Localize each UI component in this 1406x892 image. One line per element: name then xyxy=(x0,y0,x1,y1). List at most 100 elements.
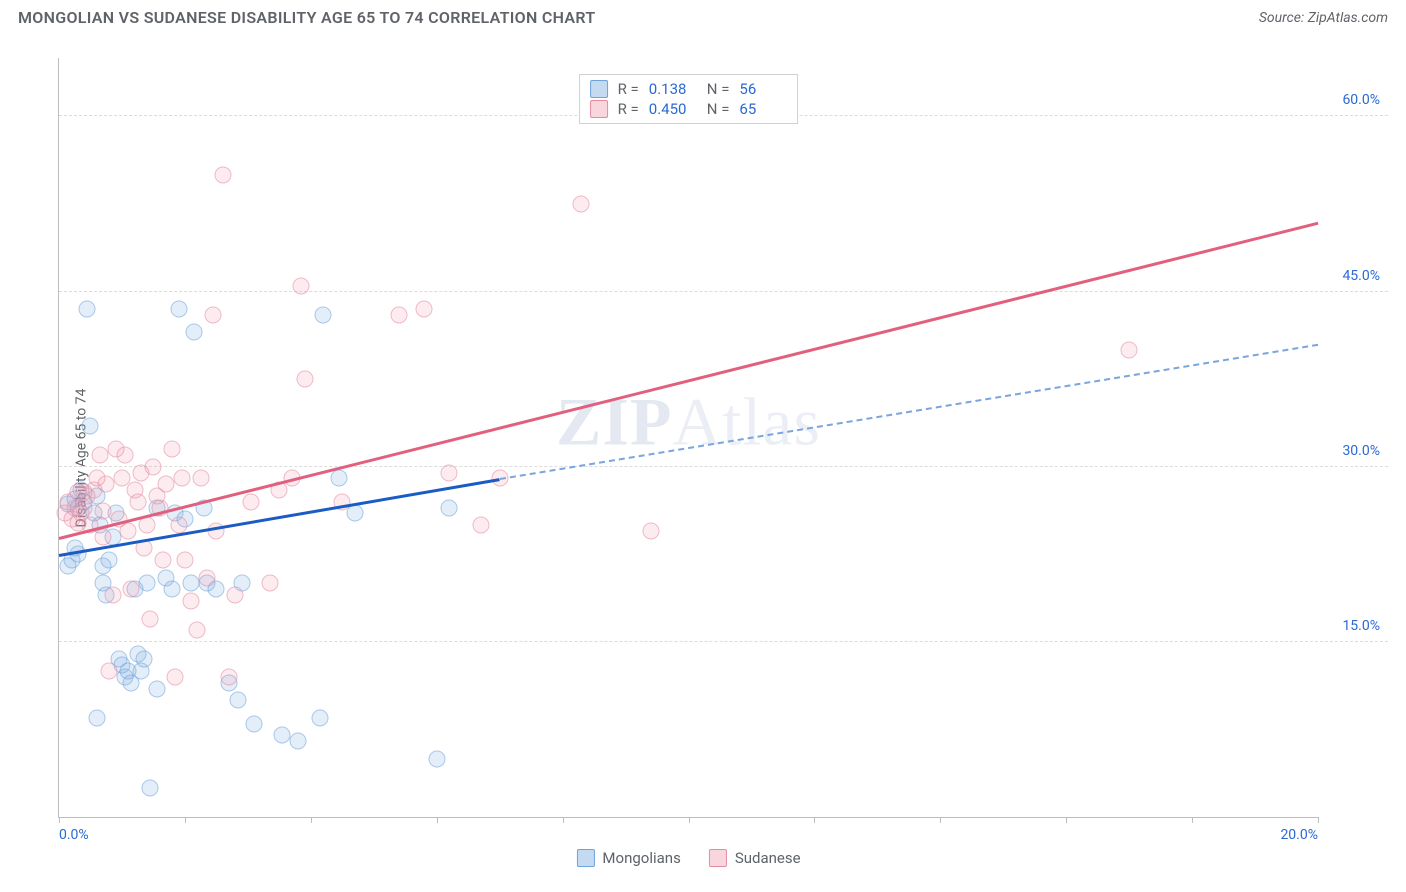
y-tick-label: 15.0% xyxy=(1342,618,1380,634)
n-label: N = xyxy=(707,100,730,118)
data-point xyxy=(148,680,165,697)
data-point xyxy=(117,447,134,464)
legend-item: Mongolians xyxy=(576,849,680,867)
data-point xyxy=(246,715,263,732)
data-point xyxy=(642,522,659,539)
chart-title: MONGOLIAN VS SUDANESE DISABILITY AGE 65 … xyxy=(18,8,595,27)
data-point xyxy=(242,493,259,510)
data-point xyxy=(472,517,489,534)
data-point xyxy=(192,470,209,487)
n-value: 65 xyxy=(739,100,787,118)
data-point xyxy=(69,514,86,531)
data-point xyxy=(95,528,112,545)
legend-swatch xyxy=(590,80,608,98)
data-point xyxy=(79,301,96,318)
data-point xyxy=(129,493,146,510)
n-value: 56 xyxy=(739,80,787,98)
data-point xyxy=(158,476,175,493)
data-point xyxy=(205,306,222,323)
x-tick xyxy=(1318,817,1319,823)
data-point xyxy=(390,306,407,323)
data-point xyxy=(428,750,445,767)
correlation-stats-box: R = 0.138 N = 56 R = 0.450 N = 65 xyxy=(579,74,799,124)
data-point xyxy=(154,552,171,569)
x-tick xyxy=(563,817,564,823)
data-point xyxy=(142,610,159,627)
data-point xyxy=(290,733,307,750)
data-point xyxy=(145,458,162,475)
x-tick xyxy=(689,817,690,823)
data-point xyxy=(164,441,181,458)
x-tick xyxy=(940,817,941,823)
data-point xyxy=(274,727,291,744)
chart-header: MONGOLIAN VS SUDANESE DISABILITY AGE 65 … xyxy=(0,0,1406,31)
stats-row: R = 0.138 N = 56 xyxy=(590,79,788,99)
gridline xyxy=(59,291,1388,292)
data-point xyxy=(312,709,329,726)
data-point xyxy=(261,575,278,592)
x-tick xyxy=(814,817,815,823)
r-label: R = xyxy=(618,80,639,98)
data-point xyxy=(331,470,348,487)
data-point xyxy=(573,195,590,212)
data-point xyxy=(296,371,313,388)
data-point xyxy=(230,692,247,709)
data-point xyxy=(173,470,190,487)
x-tick xyxy=(185,817,186,823)
x-tick xyxy=(1066,817,1067,823)
data-point xyxy=(139,575,156,592)
data-point xyxy=(346,505,363,522)
data-point xyxy=(315,306,332,323)
x-tick xyxy=(437,817,438,823)
n-label: N = xyxy=(707,80,730,98)
legend-label: Sudanese xyxy=(735,849,801,867)
gridline xyxy=(59,641,1388,642)
trend-line xyxy=(499,344,1318,480)
data-point xyxy=(214,166,231,183)
data-point xyxy=(123,581,140,598)
chart-area: Disability Age 65 to 74 ZIPAtlas R =0.13… xyxy=(18,42,1388,874)
data-point xyxy=(82,417,99,434)
x-tick-label: 0.0% xyxy=(59,827,89,843)
data-point xyxy=(441,464,458,481)
y-tick-label: 60.0% xyxy=(1342,92,1380,108)
data-point xyxy=(416,301,433,318)
legend-swatch xyxy=(590,100,608,118)
data-point xyxy=(76,484,93,501)
data-point xyxy=(183,592,200,609)
data-point xyxy=(104,587,121,604)
data-point xyxy=(170,517,187,534)
data-point xyxy=(186,324,203,341)
series-legend: Mongolians Sudanese xyxy=(576,849,800,867)
legend-label: Mongolians xyxy=(602,849,680,867)
x-tick xyxy=(311,817,312,823)
data-point xyxy=(170,301,187,318)
scatter-plot: ZIPAtlas R =0.138N =56R =0.450N =65 Mong… xyxy=(58,58,1318,818)
data-point xyxy=(91,447,108,464)
legend-swatch xyxy=(576,849,594,867)
data-point xyxy=(198,569,215,586)
r-value: 0.450 xyxy=(649,100,697,118)
data-point xyxy=(176,552,193,569)
data-point xyxy=(120,522,137,539)
data-point xyxy=(98,476,115,493)
data-point xyxy=(227,587,244,604)
data-point xyxy=(183,575,200,592)
data-point xyxy=(1121,341,1138,358)
trend-line xyxy=(59,222,1319,540)
data-point xyxy=(135,651,152,668)
r-label: R = xyxy=(618,100,639,118)
source-attribution: Source: ZipAtlas.com xyxy=(1259,10,1388,26)
legend-item: Sudanese xyxy=(709,849,801,867)
r-value: 0.138 xyxy=(649,80,697,98)
data-point xyxy=(95,503,112,520)
legend-swatch xyxy=(709,849,727,867)
y-tick-label: 45.0% xyxy=(1342,268,1380,284)
watermark: ZIPAtlas xyxy=(556,383,821,462)
stats-row: R = 0.450 N = 65 xyxy=(590,99,788,119)
data-point xyxy=(441,499,458,516)
data-point xyxy=(164,581,181,598)
gridline xyxy=(59,466,1388,467)
data-point xyxy=(88,709,105,726)
data-point xyxy=(220,668,237,685)
